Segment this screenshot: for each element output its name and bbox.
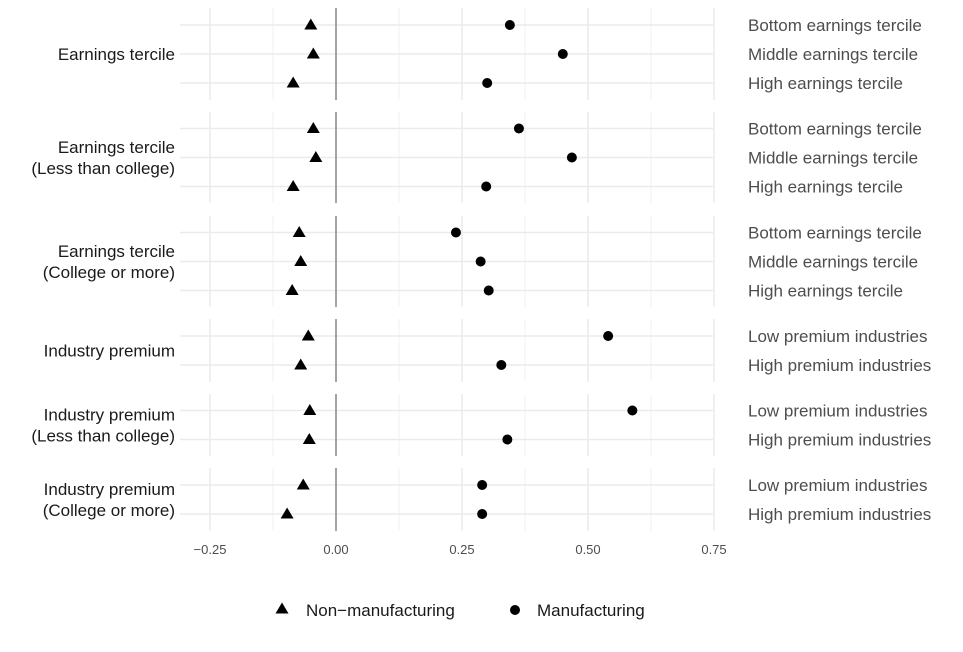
row-label: High premium industries <box>748 505 931 524</box>
panel-label: Industry premium <box>44 342 175 361</box>
legend-label-manufacturing: Manufacturing <box>537 601 645 620</box>
point-non-manufacturing <box>294 358 308 370</box>
point-non-manufacturing <box>285 284 299 296</box>
point-non-manufacturing <box>296 478 310 490</box>
panel-label: Earnings tercile <box>58 45 175 64</box>
point-manufacturing <box>557 49 568 59</box>
point-non-manufacturing <box>286 180 300 192</box>
row-label: Low premium industries <box>748 476 928 495</box>
point-manufacturing <box>504 20 515 30</box>
x-axis: −0.25 0.00 0.25 0.50 0.75 <box>194 542 727 557</box>
point-non-manufacturing <box>292 226 306 238</box>
panel-label: Industry premium <box>44 480 175 499</box>
point-non-manufacturing <box>306 122 320 134</box>
legend-label-non-manufacturing: Non−manufacturing <box>306 601 455 620</box>
x-tick-label: 0.75 <box>701 542 726 557</box>
point-manufacturing <box>513 123 524 134</box>
point-manufacturing <box>496 360 507 370</box>
panel-label: (Less than college) <box>31 159 175 178</box>
point-manufacturing <box>450 227 461 238</box>
point-non-manufacturing <box>301 329 315 341</box>
point-non-manufacturing <box>286 76 300 88</box>
x-tick-label: 0.25 <box>449 542 474 557</box>
panel-label: (Less than college) <box>31 427 175 446</box>
row-label: Low premium industries <box>748 327 928 346</box>
point-manufacturing <box>483 285 494 296</box>
panel-label: Earnings tercile <box>58 138 175 157</box>
row-label: Bottom earnings tercile <box>748 224 922 243</box>
panel: Low premium industries High premium indus… <box>43 468 931 531</box>
x-tick-label: 0.50 <box>575 542 600 557</box>
point-manufacturing <box>502 434 513 445</box>
row-label: High earnings tercile <box>748 282 903 301</box>
point-non-manufacturing <box>294 255 308 267</box>
panel: Bottom earnings tercile Middle earnings t… <box>58 8 922 100</box>
panel: Low premium industries High premium indus… <box>44 319 931 382</box>
panel: Bottom earnings tercile Middle earnings t… <box>43 216 922 307</box>
row-label: Bottom earnings tercile <box>748 16 922 35</box>
panels: Bottom earnings tercile Middle earnings t… <box>31 8 931 531</box>
row-label: High premium industries <box>748 431 931 450</box>
point-manufacturing <box>477 480 488 490</box>
point-non-manufacturing <box>309 151 323 163</box>
point-manufacturing <box>566 152 577 163</box>
point-non-manufacturing <box>306 47 320 59</box>
panel-label: (College or more) <box>43 263 175 282</box>
point-non-manufacturing <box>302 433 316 445</box>
row-label: High premium industries <box>748 356 931 375</box>
row-label: Middle earnings tercile <box>748 253 918 272</box>
point-non-manufacturing <box>280 507 294 519</box>
point-manufacturing <box>603 331 614 341</box>
point-non-manufacturing <box>304 18 318 30</box>
row-label: High earnings tercile <box>748 74 903 93</box>
panel-label: (College or more) <box>43 501 175 520</box>
row-label: Low premium industries <box>748 402 928 421</box>
legend-triangle-icon <box>275 602 289 614</box>
point-manufacturing <box>477 509 488 519</box>
row-label: Middle earnings tercile <box>748 45 918 64</box>
legend-circle-icon <box>510 605 520 615</box>
panel: Bottom earnings tercile Middle earnings t… <box>31 112 922 203</box>
row-label: Middle earnings tercile <box>748 149 918 168</box>
legend: Non−manufacturing Manufacturing <box>275 601 645 620</box>
point-manufacturing <box>481 181 492 192</box>
point-manufacturing <box>475 256 486 267</box>
row-label: High earnings tercile <box>748 178 903 197</box>
x-tick-label: 0.00 <box>323 542 348 557</box>
panel: Low premium industries High premium indus… <box>31 394 931 456</box>
point-manufacturing <box>482 78 493 88</box>
point-manufacturing <box>627 405 638 416</box>
point-non-manufacturing <box>303 404 317 416</box>
panel-label: Earnings tercile <box>58 242 175 261</box>
x-tick-label: −0.25 <box>194 542 227 557</box>
panel-label: Industry premium <box>44 406 175 425</box>
row-label: Bottom earnings tercile <box>748 120 922 139</box>
